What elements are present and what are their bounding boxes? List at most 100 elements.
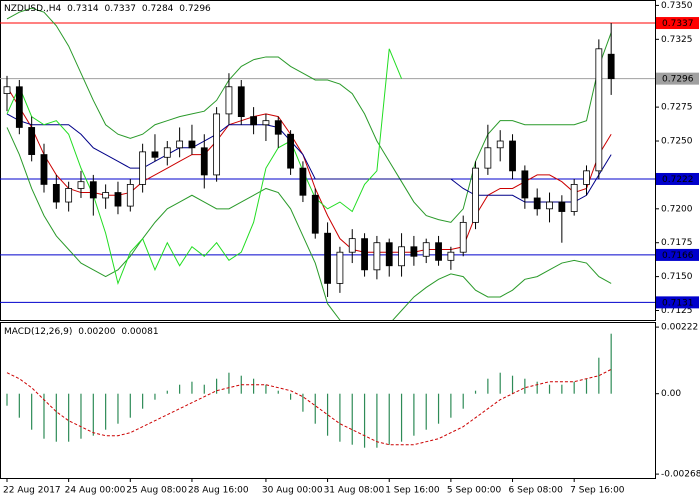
macd-header: MACD(12,26,9) 0.00200 0.00081	[4, 327, 159, 337]
x-tick-label: 1 Sep 16:00	[385, 486, 440, 496]
signal-line	[6, 368, 612, 446]
candle-body	[509, 140, 516, 172]
level-box	[656, 248, 699, 261]
indicator-line	[6, 7, 612, 223]
candle-body	[558, 201, 566, 212]
y-tick-label: 0.7250	[661, 137, 693, 147]
candle-body	[484, 147, 492, 169]
axes: 0.7350 0.7325 0.7275 0.7250 0.7200 0.7175 0.71…	[3, 1, 700, 496]
candle-body	[213, 113, 221, 176]
indicator-line	[6, 113, 612, 203]
candle-body	[595, 48, 603, 172]
candle-body	[237, 86, 245, 118]
indicator-line	[6, 127, 612, 320]
x-tick-label: 6 Sep 08:00	[509, 486, 564, 496]
candle-body	[583, 170, 590, 185]
y-tick-label: 0.7275	[661, 103, 693, 113]
candle-body	[410, 246, 418, 257]
candle-body	[3, 86, 11, 94]
level-label: 0.7337	[662, 19, 694, 29]
candle-body	[422, 242, 430, 257]
level-box	[656, 72, 699, 85]
y-tick-label: 0.7150	[661, 272, 693, 282]
y-tick-label: 0.7200	[661, 204, 693, 214]
candle-body	[361, 238, 368, 271]
x-tick-label: 22 Aug 2017	[3, 486, 61, 496]
level-box	[656, 172, 699, 185]
close-value: 0.7296	[179, 4, 211, 14]
macd-main-value: 0.00200	[78, 327, 115, 337]
candle-body	[139, 151, 147, 185]
candle-body	[77, 181, 85, 189]
main-plot	[0, 7, 655, 320]
candle-body	[52, 184, 60, 203]
high-value: 0.7337	[105, 4, 137, 14]
candle-body	[521, 170, 529, 199]
x-tick-label: 24 Aug 00:00	[65, 486, 126, 496]
candle-body	[225, 86, 233, 115]
level-label: 0.7131	[662, 298, 694, 308]
candle-body	[89, 181, 97, 199]
x-tick-label: 7 Sep 16:00	[570, 486, 625, 496]
y-tick-label: 0.00	[661, 389, 681, 399]
candle-body	[546, 201, 553, 210]
candle-body	[40, 154, 48, 185]
candle-body	[15, 86, 23, 128]
candle-body	[459, 221, 467, 253]
candle-body	[114, 192, 122, 207]
candle-body	[262, 120, 270, 126]
candle-body	[348, 238, 356, 253]
candle-body	[533, 197, 541, 210]
candle-body	[435, 242, 442, 261]
level-label: 0.7222	[662, 175, 694, 185]
level-box	[656, 296, 699, 309]
level-box	[656, 17, 699, 30]
x-tick-label: 31 Aug 08:00	[324, 486, 385, 496]
candle-body	[102, 192, 110, 199]
candle-body	[324, 232, 331, 284]
symbol: NZDUSD.,H4	[4, 4, 62, 14]
candle-body	[336, 251, 344, 284]
candle-body	[176, 140, 184, 149]
macd-plot	[6, 333, 612, 448]
candle-body	[151, 151, 159, 158]
candle-body	[385, 242, 393, 267]
open-value: 0.7314	[67, 4, 99, 14]
candle-body	[28, 127, 36, 155]
y-tick-label: 0.7175	[661, 238, 693, 248]
x-tick-label: 25 Aug 08:00	[126, 486, 187, 496]
candle-body	[188, 140, 196, 149]
x-tick-label: 28 Aug 16:00	[188, 486, 249, 496]
y-tick-label: 0.7325	[661, 35, 693, 45]
y-tick-label: 0.7350	[661, 1, 693, 11]
candle-body	[65, 188, 73, 203]
candle-body	[472, 167, 479, 223]
level-label: 0.7166	[662, 251, 694, 261]
candle-body	[163, 147, 171, 158]
candle-body	[126, 184, 134, 207]
candle-body	[250, 116, 258, 126]
candle-body	[496, 140, 504, 149]
candle-body	[200, 147, 208, 176]
y-tick-label: -0.00268	[661, 470, 700, 480]
candle-body	[373, 242, 381, 271]
indicator-line	[6, 48, 403, 286]
candle-body	[398, 246, 405, 267]
candle-body	[447, 251, 455, 261]
x-tick-label: 30 Aug 00:00	[262, 486, 323, 496]
level-label: 0.7296	[662, 75, 694, 85]
low-value: 0.7284	[142, 4, 174, 14]
macd-title: MACD(12,26,9)	[4, 327, 72, 337]
y-tick-label: 0.7125	[661, 306, 693, 316]
candle-body	[311, 194, 319, 234]
candle-body	[299, 167, 307, 196]
candle-body	[607, 53, 615, 80]
macd-signal-value: 0.00081	[121, 327, 158, 337]
candle-body	[287, 133, 294, 169]
candle-body	[570, 184, 578, 212]
header: NZDUSD.,H4 0.7314 0.7337 0.7284 0.7296	[4, 4, 211, 14]
y-tick-label: 0.00222	[661, 323, 698, 333]
x-tick-label: 5 Sep 00:00	[447, 486, 502, 496]
candle-body	[274, 120, 282, 135]
